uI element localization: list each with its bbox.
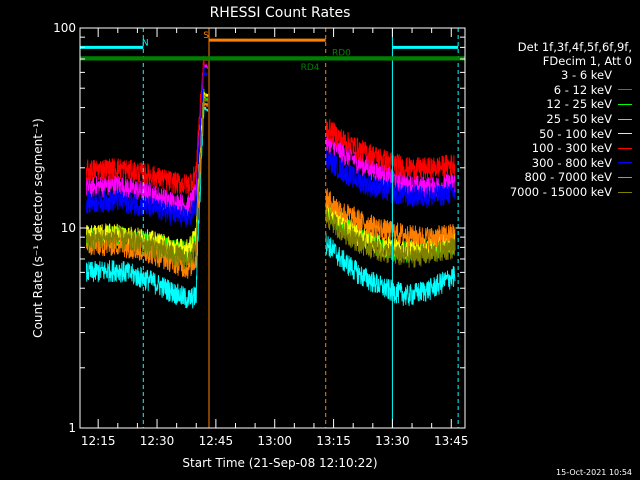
legend-label: 7000 - 15000 keV bbox=[509, 185, 612, 200]
x-tick-label: 12:15 bbox=[81, 434, 116, 448]
x-tick-label: 13:30 bbox=[375, 434, 410, 448]
legend-header-line-1: Det 1f,3f,4f,5f,6f,9f, bbox=[517, 40, 632, 54]
legend-swatch bbox=[618, 191, 632, 193]
y-tick-label: 100 bbox=[53, 21, 76, 35]
series-line-1 bbox=[85, 75, 209, 244]
legend-entry: 100 - 300 keV bbox=[478, 141, 636, 156]
legend-entry: 12 - 25 keV bbox=[478, 97, 636, 112]
series-line-2 bbox=[85, 56, 208, 217]
axes-layer: 1 10 100 12:15 12:30 12:45 13:00 13:15 13:30 13:4… bbox=[53, 21, 468, 448]
flag-label-n: N bbox=[142, 38, 149, 48]
x-tick-label: 12:45 bbox=[199, 434, 234, 448]
legend-label: 800 - 7000 keV bbox=[524, 170, 612, 185]
legend-entry: 7000 - 15000 keV bbox=[478, 185, 636, 200]
series-line-4 bbox=[85, 106, 209, 309]
legend-swatch bbox=[618, 133, 632, 135]
flag-label-rd0: RD0 bbox=[332, 49, 351, 59]
legend-header-line-2: FDecim 1, Att 0 bbox=[542, 54, 632, 68]
legend-entry: 25 - 50 keV bbox=[478, 112, 636, 127]
legend-entry: 800 - 7000 keV bbox=[478, 170, 636, 185]
flag-label-s: S bbox=[203, 31, 209, 41]
legend-swatch bbox=[618, 118, 632, 120]
series-line-9 bbox=[85, 97, 209, 270]
legend-swatch bbox=[618, 89, 632, 91]
y-axis-label: Count Rate (s⁻¹ detector segment⁻¹) bbox=[31, 118, 45, 338]
x-axis-label: Start Time (21-Sep-08 12:10:22) bbox=[182, 456, 377, 470]
legend-entry: 300 - 800 keV bbox=[478, 156, 636, 171]
legend-label: 50 - 100 keV bbox=[539, 126, 612, 141]
series-line-8 bbox=[325, 188, 456, 249]
legend-swatch bbox=[618, 176, 632, 178]
legend-swatch bbox=[618, 147, 632, 149]
series-line-4 bbox=[325, 232, 456, 306]
legend: Det 1f,3f,4f,5f,6f,9f, FDecim 1, Att 0 3… bbox=[478, 40, 636, 199]
legend-label: 300 - 800 keV bbox=[531, 155, 612, 170]
chart-title: RHESSI Count Rates bbox=[210, 5, 351, 21]
x-tick-label: 13:15 bbox=[316, 434, 351, 448]
y-tick-label: 1 bbox=[68, 421, 76, 435]
legend-entry: 3 - 6 keV bbox=[478, 68, 636, 83]
series-line-6 bbox=[325, 119, 456, 180]
series-line-6 bbox=[85, 55, 209, 196]
x-tick-label: 12:30 bbox=[140, 434, 175, 448]
legend-label: 12 - 25 keV bbox=[546, 97, 612, 112]
y-tick-label: 10 bbox=[61, 221, 76, 235]
legend-swatch bbox=[618, 162, 632, 164]
legend-label: 6 - 12 keV bbox=[553, 82, 612, 97]
legend-label: 25 - 50 keV bbox=[546, 112, 612, 127]
series-line-7 bbox=[325, 150, 456, 209]
legend-swatch bbox=[618, 103, 632, 105]
x-tick-label: 13:45 bbox=[434, 434, 469, 448]
series-line-9 bbox=[325, 207, 456, 268]
legend-swatch bbox=[618, 74, 632, 76]
timestamp: 15-Oct-2021 10:54 bbox=[556, 468, 632, 477]
legend-label: 100 - 300 keV bbox=[531, 141, 612, 156]
legend-label: 3 - 6 keV bbox=[561, 68, 612, 83]
x-tick-label: 13:00 bbox=[257, 434, 292, 448]
legend-entry: 6 - 12 keV bbox=[478, 83, 636, 98]
series-layer bbox=[85, 55, 456, 309]
legend-entry: 50 - 100 keV bbox=[478, 126, 636, 141]
flag-label-rd4: RD4 bbox=[301, 63, 320, 73]
series-line-7 bbox=[85, 64, 208, 228]
